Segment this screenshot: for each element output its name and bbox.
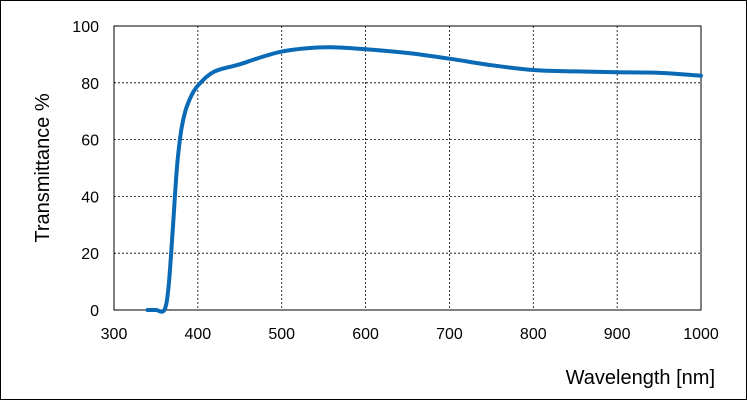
grid [114, 26, 701, 310]
x-axis-ticks: 300 400 500 600 700 800 900 1000 [101, 326, 719, 343]
transmittance-curve [145, 45, 703, 314]
x-axis-label: Wavelength [nm] [566, 367, 715, 389]
x-tick-label: 900 [604, 326, 631, 343]
x-tick-label: 500 [268, 326, 295, 343]
x-tick-label: 600 [352, 326, 379, 343]
x-tick-label: 300 [101, 326, 128, 343]
y-tick-label: 20 [81, 246, 99, 263]
plot-area-border [113, 25, 702, 311]
y-tick-label: 80 [81, 76, 99, 93]
y-tick-label: 60 [81, 133, 99, 150]
y-tick-label: 100 [72, 19, 99, 36]
y-axis-label: Transmittance % [32, 93, 54, 243]
y-tick-label: 0 [90, 303, 99, 320]
x-tick-label: 800 [520, 326, 547, 343]
x-tick-label: 400 [185, 326, 212, 343]
x-tick-label: 1000 [683, 326, 719, 343]
y-tick-label: 40 [81, 189, 99, 206]
x-tick-label: 700 [436, 326, 463, 343]
y-axis-ticks: 0 20 40 60 80 100 [72, 19, 99, 320]
